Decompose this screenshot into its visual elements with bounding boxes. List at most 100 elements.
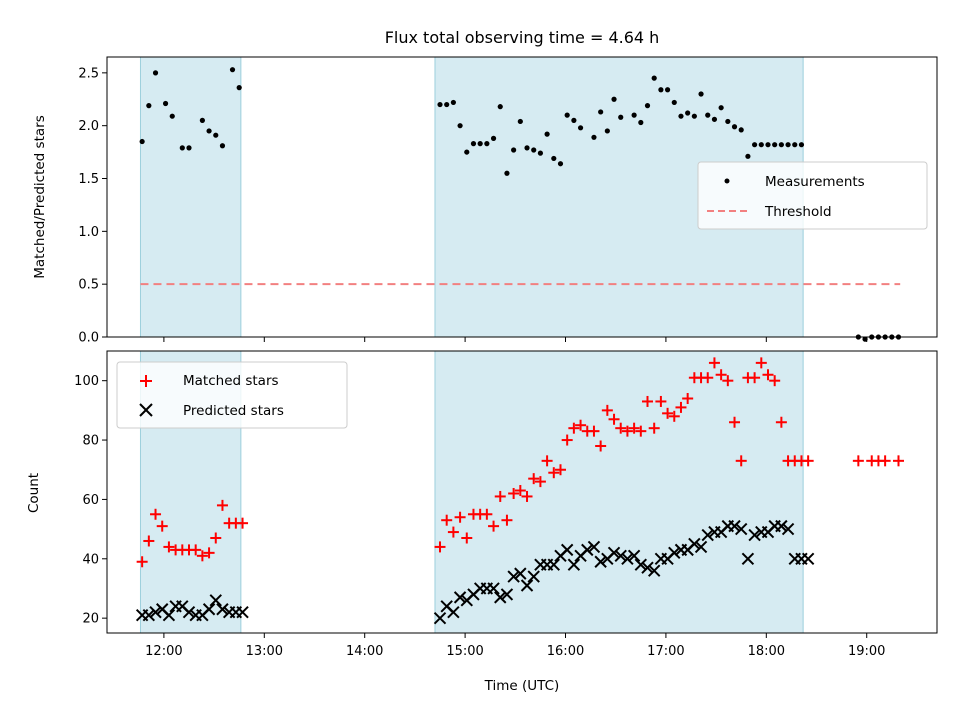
predicted-marker-stroke [688,537,701,551]
matched-star-point [682,392,694,404]
matched-star-point [143,535,155,547]
predicted-star-point [149,606,162,619]
predicted-marker-stroke [176,600,189,613]
predicted-star-point [447,606,460,619]
measurement-point [598,109,604,115]
predicted-marker-stroke [236,606,249,619]
measurement-point [705,112,711,118]
predicted-marker-stroke [621,552,634,565]
measurement-point [745,153,751,159]
measurement-point [557,161,564,167]
measurement-point [658,87,664,93]
matched-star-point [615,422,627,434]
measurement-point [752,142,758,148]
bottom-legend-box [116,361,348,429]
matched-star-point [190,544,202,556]
matched-star-point [203,547,215,559]
matched-star-point [648,422,660,434]
predicted-star-point [142,608,156,622]
measurement-point [564,112,570,118]
measurement-point [765,142,771,148]
predicted-marker-stroke [507,570,520,583]
measurement-point [531,147,537,153]
matched-star-point [755,357,767,369]
predicted-marker-stroke [781,522,795,536]
matched-star-point [628,422,640,434]
matched-star-point [501,514,513,526]
measurement-point [477,141,483,147]
predicted-marker-stroke [581,543,594,557]
predicted-star-point [453,591,467,604]
matched-star-point [568,422,580,434]
matched-star-point [554,464,566,476]
measurement-point [664,87,671,93]
matched-star-point [534,476,546,488]
predicted-marker-stroke [520,579,534,592]
measurement-point [444,101,450,108]
measurement-point [219,143,226,149]
top-y-ticks: 0.0 0.5 1.0 1.5 2.0 2.5 [78,66,107,346]
predicted-star-point [236,606,249,619]
matched-star-point [708,357,720,369]
matched-star-point [749,372,761,384]
matched-star-point [434,541,446,553]
predicted-star-point [694,540,708,554]
x-tick-label: 16:00 [547,644,584,659]
measurement-point [139,138,145,145]
matched-star-point [561,434,573,446]
measurement-point [457,123,463,129]
measurement-point [199,117,205,123]
predicted-star-point [614,549,627,563]
matched-star-point [802,455,814,467]
measurement-point [169,113,175,119]
matched-star-point [514,485,526,497]
measurement-point [798,142,805,148]
matched-star-point [150,508,162,520]
measurement-point [758,142,764,148]
predicted-star-point [621,552,634,565]
bottom-y-ticks: 20 40 60 80 100 [74,374,107,627]
matched-star-point [548,467,560,479]
measurement-point [691,113,697,119]
bottom-x-ticks: 12:00 13:00 14:00 15:00 16:00 17:00 18:00 19:00 [145,633,885,659]
matched-star-point [216,499,228,511]
predicted-star-point [775,519,788,533]
predicted-star-point [781,522,795,536]
predicted-marker-stroke [182,606,196,619]
predicted-marker-stroke [741,552,755,565]
matched-star-point [852,455,864,467]
predicted-marker-stroke [748,528,761,542]
matched-star-point [642,395,654,407]
matched-star-point [454,511,466,523]
predicted-star-point [487,582,500,595]
matched-star-point [769,375,781,387]
y-tick-label: 80 [82,434,99,449]
predicted-stars-points [135,519,815,625]
matched-star-point [447,526,459,538]
measurement-point [772,142,778,148]
legend-measurements-marker [724,178,730,184]
predicted-marker-stroke [634,558,648,571]
x-axis-label: Time (UTC) [484,678,560,694]
predicted-star-point [507,570,520,583]
measurement-point [497,104,503,110]
predicted-star-point [735,522,748,536]
predicted-star-point [688,537,701,551]
matched-star-point [136,556,148,568]
predicted-marker-stroke [202,603,216,616]
matched-star-point [481,508,493,520]
matched-star-point [588,425,600,437]
predicted-star-point [634,558,648,571]
measurement-point [484,141,490,147]
x-tick-label: 14:00 [346,644,383,659]
top-x-ticks [163,337,868,342]
measurement-point [450,99,456,106]
predicted-star-point [527,570,540,583]
matched-star-point [441,514,453,526]
matched-star-point [893,455,905,467]
predicted-star-point [209,594,222,607]
predicted-star-point [202,603,216,616]
y-tick-label: 1.0 [78,225,99,240]
x-tick-label: 12:00 [145,644,182,659]
